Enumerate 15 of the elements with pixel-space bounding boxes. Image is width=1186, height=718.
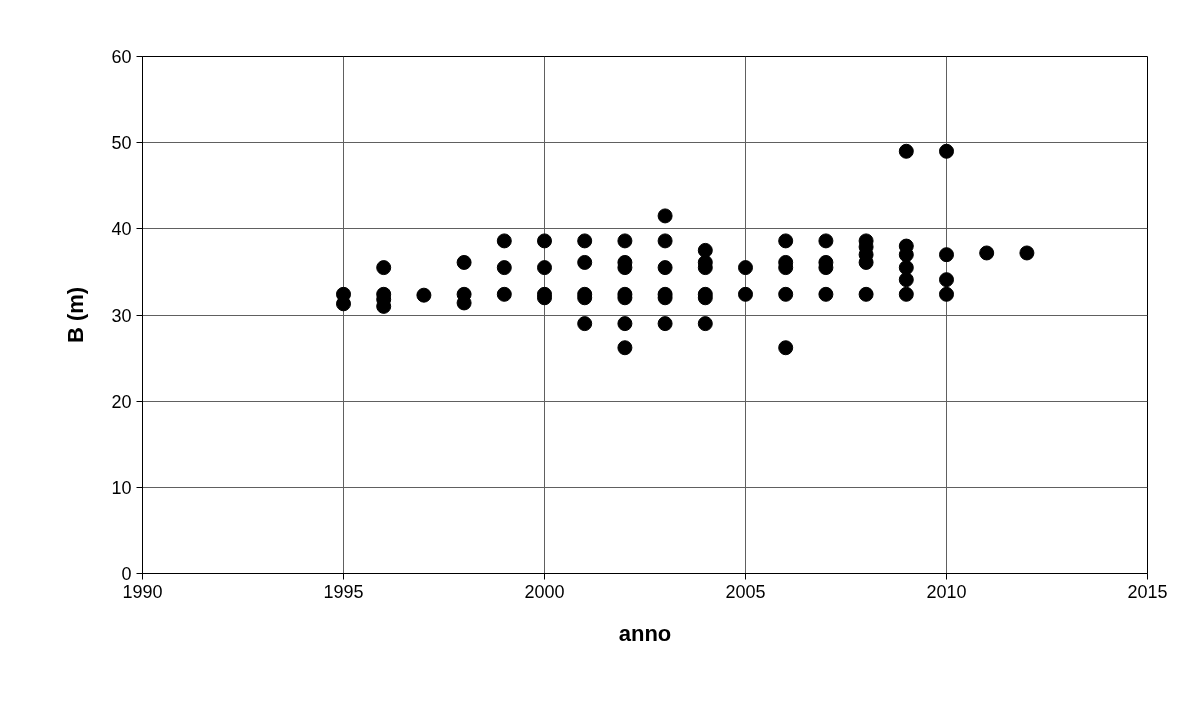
y-axis-title: B (m) (63, 286, 89, 344)
y-tick-label: 50 (111, 133, 132, 154)
y-tick-label: 60 (111, 47, 132, 67)
x-axis-title: anno (618, 620, 672, 646)
x-tick-label: 2010 (926, 581, 967, 602)
x-tick-label: 1995 (323, 581, 364, 602)
x-tick-label: 2000 (524, 581, 565, 602)
x-tick-label: 1990 (122, 581, 163, 602)
y-tick-label: 20 (111, 391, 132, 412)
y-tick-label: 40 (111, 219, 132, 240)
y-tick-label: 10 (111, 477, 132, 498)
x-tick-label: 2015 (1127, 581, 1168, 602)
x-tick-label: 2005 (725, 581, 766, 602)
y-tick-label: 0 (121, 564, 132, 584)
y-tick-label: 30 (111, 305, 132, 326)
